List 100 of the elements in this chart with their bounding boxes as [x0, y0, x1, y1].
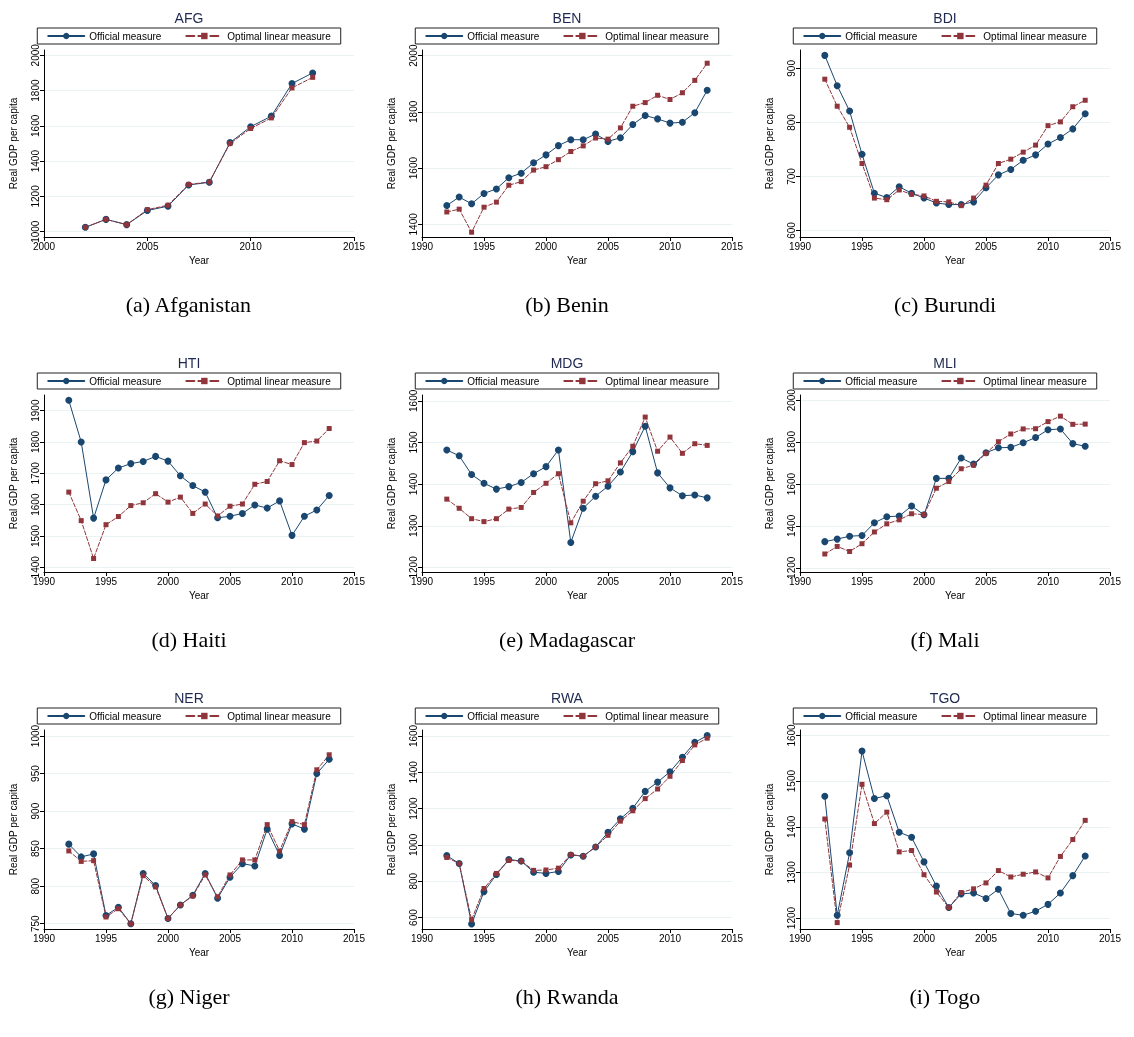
text: (h) Rwanda [515, 983, 619, 1009]
x-tick-label: 1990 [410, 240, 434, 252]
chart-title: AFG [174, 10, 204, 26]
text: (e) Madagascar [498, 626, 636, 652]
x-tick-label: 1990 [788, 932, 812, 944]
y-tick-label: 1400 [407, 472, 419, 496]
x-tick-label: 2005 [596, 240, 620, 252]
text: (b) Benin [525, 291, 609, 317]
x-tick-label: 2000 [912, 575, 936, 587]
y-axis-title: Real GDP per capita [385, 437, 397, 530]
y-tick-label: 1800 [785, 430, 797, 454]
x-tick-label: 2005 [596, 932, 620, 944]
y-tick-label: 1200 [29, 184, 41, 208]
y-axis-title: Real GDP per capita [385, 783, 397, 876]
y-tick-label: 1500 [407, 430, 419, 454]
y-tick-label: 1600 [407, 724, 419, 748]
x-axis-title: Year [188, 255, 210, 267]
y-tick-label: 1900 [29, 399, 41, 422]
x-axis-title: Year [566, 947, 588, 959]
y-tick-label: 1400 [407, 760, 419, 784]
y-tick-label: 900 [785, 59, 797, 77]
x-tick-label: 2015 [720, 932, 744, 944]
text: (c) Burundi [893, 291, 997, 317]
legend-label: Optimal linear measure [605, 30, 710, 42]
text: (d) Haiti [151, 626, 227, 652]
y-axis-title: Real GDP per capita [7, 437, 19, 530]
chart-title: MLI [933, 355, 957, 371]
y-tick-label: 2000 [785, 388, 797, 412]
y-tick-label: 1600 [785, 723, 797, 747]
y-tick-label: 850 [29, 839, 41, 857]
y-tick-label: 2000 [29, 43, 41, 67]
x-tick-label: 1990 [410, 932, 434, 944]
x-tick-label: 1995 [472, 240, 496, 252]
chart-title: BDI [933, 10, 957, 26]
legend-label: Optimal linear measure [605, 375, 710, 387]
legend-label: Official measure [89, 375, 162, 387]
x-tick-label: 2005 [218, 575, 242, 587]
x-tick-label: 2010 [280, 932, 304, 944]
legend-label: Optimal linear measure [227, 710, 332, 722]
y-tick-label: 1800 [407, 100, 419, 123]
y-tick-label: 1000 [29, 220, 41, 243]
x-tick-label: 1995 [472, 575, 496, 587]
y-axis-title: Real GDP per capita [7, 97, 19, 190]
chart-title: HTI [177, 355, 201, 371]
x-tick-label: 2015 [720, 575, 744, 587]
y-tick-label: 1600 [785, 472, 797, 496]
y-tick-label: 950 [29, 764, 41, 782]
x-tick-label: 1995 [472, 932, 496, 944]
x-axis-title: Year [944, 590, 966, 602]
x-tick-label: 1995 [850, 575, 874, 587]
x-tick-label: 2010 [1036, 240, 1060, 252]
y-tick-label: 1600 [29, 114, 41, 137]
legend-label: Official measure [89, 30, 162, 42]
x-tick-label: 2000 [156, 932, 180, 944]
x-axis-title: Year [566, 590, 588, 602]
legend-label: Official measure [467, 30, 540, 42]
x-tick-label: 2005 [218, 932, 242, 944]
y-tick-label: 1200 [785, 906, 797, 930]
y-tick-label: 1500 [29, 524, 41, 548]
x-tick-label: 2010 [658, 575, 682, 587]
y-tick-label: 1700 [29, 461, 41, 485]
x-tick-label: 2010 [658, 932, 682, 944]
y-tick-label: 800 [407, 872, 419, 890]
x-tick-label: 1995 [850, 240, 874, 252]
x-tick-label: 2015 [1098, 240, 1122, 252]
chart-title: MDG [550, 355, 584, 371]
y-axis-title: Real GDP per capita [763, 437, 775, 530]
x-tick-label: 2005 [136, 240, 159, 252]
x-tick-label: 2015 [720, 240, 744, 252]
y-tick-label: 1800 [29, 79, 41, 102]
text: (i) Togo [909, 983, 981, 1009]
x-tick-label: 2010 [280, 575, 304, 587]
x-tick-label: 2005 [974, 240, 998, 252]
chart-title: TGO [929, 690, 961, 706]
y-tick-label: 1300 [407, 514, 419, 537]
chart-title: NER [174, 690, 204, 706]
text: (g) Niger [148, 983, 231, 1009]
y-tick-label: 1400 [785, 815, 797, 838]
y-tick-label: 600 [785, 221, 797, 239]
y-axis-title: Real GDP per capita [763, 97, 775, 190]
legend-label: Official measure [467, 710, 540, 722]
x-tick-label: 2010 [1036, 575, 1060, 587]
legend-label: Official measure [89, 710, 162, 722]
y-axis-title: Real GDP per capita [7, 783, 19, 876]
y-tick-label: 1400 [29, 149, 41, 173]
y-tick-label: 700 [785, 167, 797, 185]
x-tick-label: 1995 [850, 932, 874, 944]
x-tick-label: 2015 [342, 575, 366, 587]
legend-label: Official measure [845, 30, 918, 42]
x-axis-title: Year [944, 255, 966, 267]
y-axis-title: Real GDP per capita [385, 97, 397, 190]
y-tick-label: 1000 [29, 724, 41, 748]
y-tick-label: 750 [29, 914, 41, 933]
y-tick-label: 800 [785, 113, 797, 131]
x-tick-label: 2015 [342, 932, 366, 944]
x-tick-label: 2000 [534, 240, 558, 252]
chart-title: RWA [551, 690, 584, 706]
y-tick-label: 1800 [29, 430, 41, 454]
y-tick-label: 800 [29, 877, 41, 895]
x-axis-title: Year [188, 590, 210, 602]
